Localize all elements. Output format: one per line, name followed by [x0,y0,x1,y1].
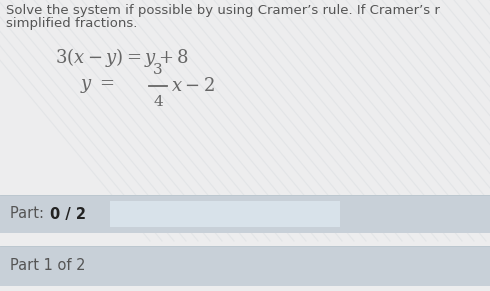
Text: Solve the system if possible by using Cramer’s rule. If Cramer’s r: Solve the system if possible by using Cr… [6,4,440,17]
Bar [0,195,490,233]
Text: 0 / 2: 0 / 2 [50,207,86,221]
Text: Part:: Part: [10,207,49,221]
Text: simplified fractions.: simplified fractions. [6,17,137,30]
Text: 4: 4 [153,95,163,109]
Text: $3(x-y) = y+8$: $3(x-y) = y+8$ [55,46,189,69]
Bar [0,246,490,286]
Text: $y\ =$: $y\ =$ [80,77,115,95]
Text: 3: 3 [153,63,163,77]
Text: $x-2$: $x-2$ [171,77,215,95]
Text: Part 1 of 2: Part 1 of 2 [10,258,85,274]
Bar [110,201,340,227]
